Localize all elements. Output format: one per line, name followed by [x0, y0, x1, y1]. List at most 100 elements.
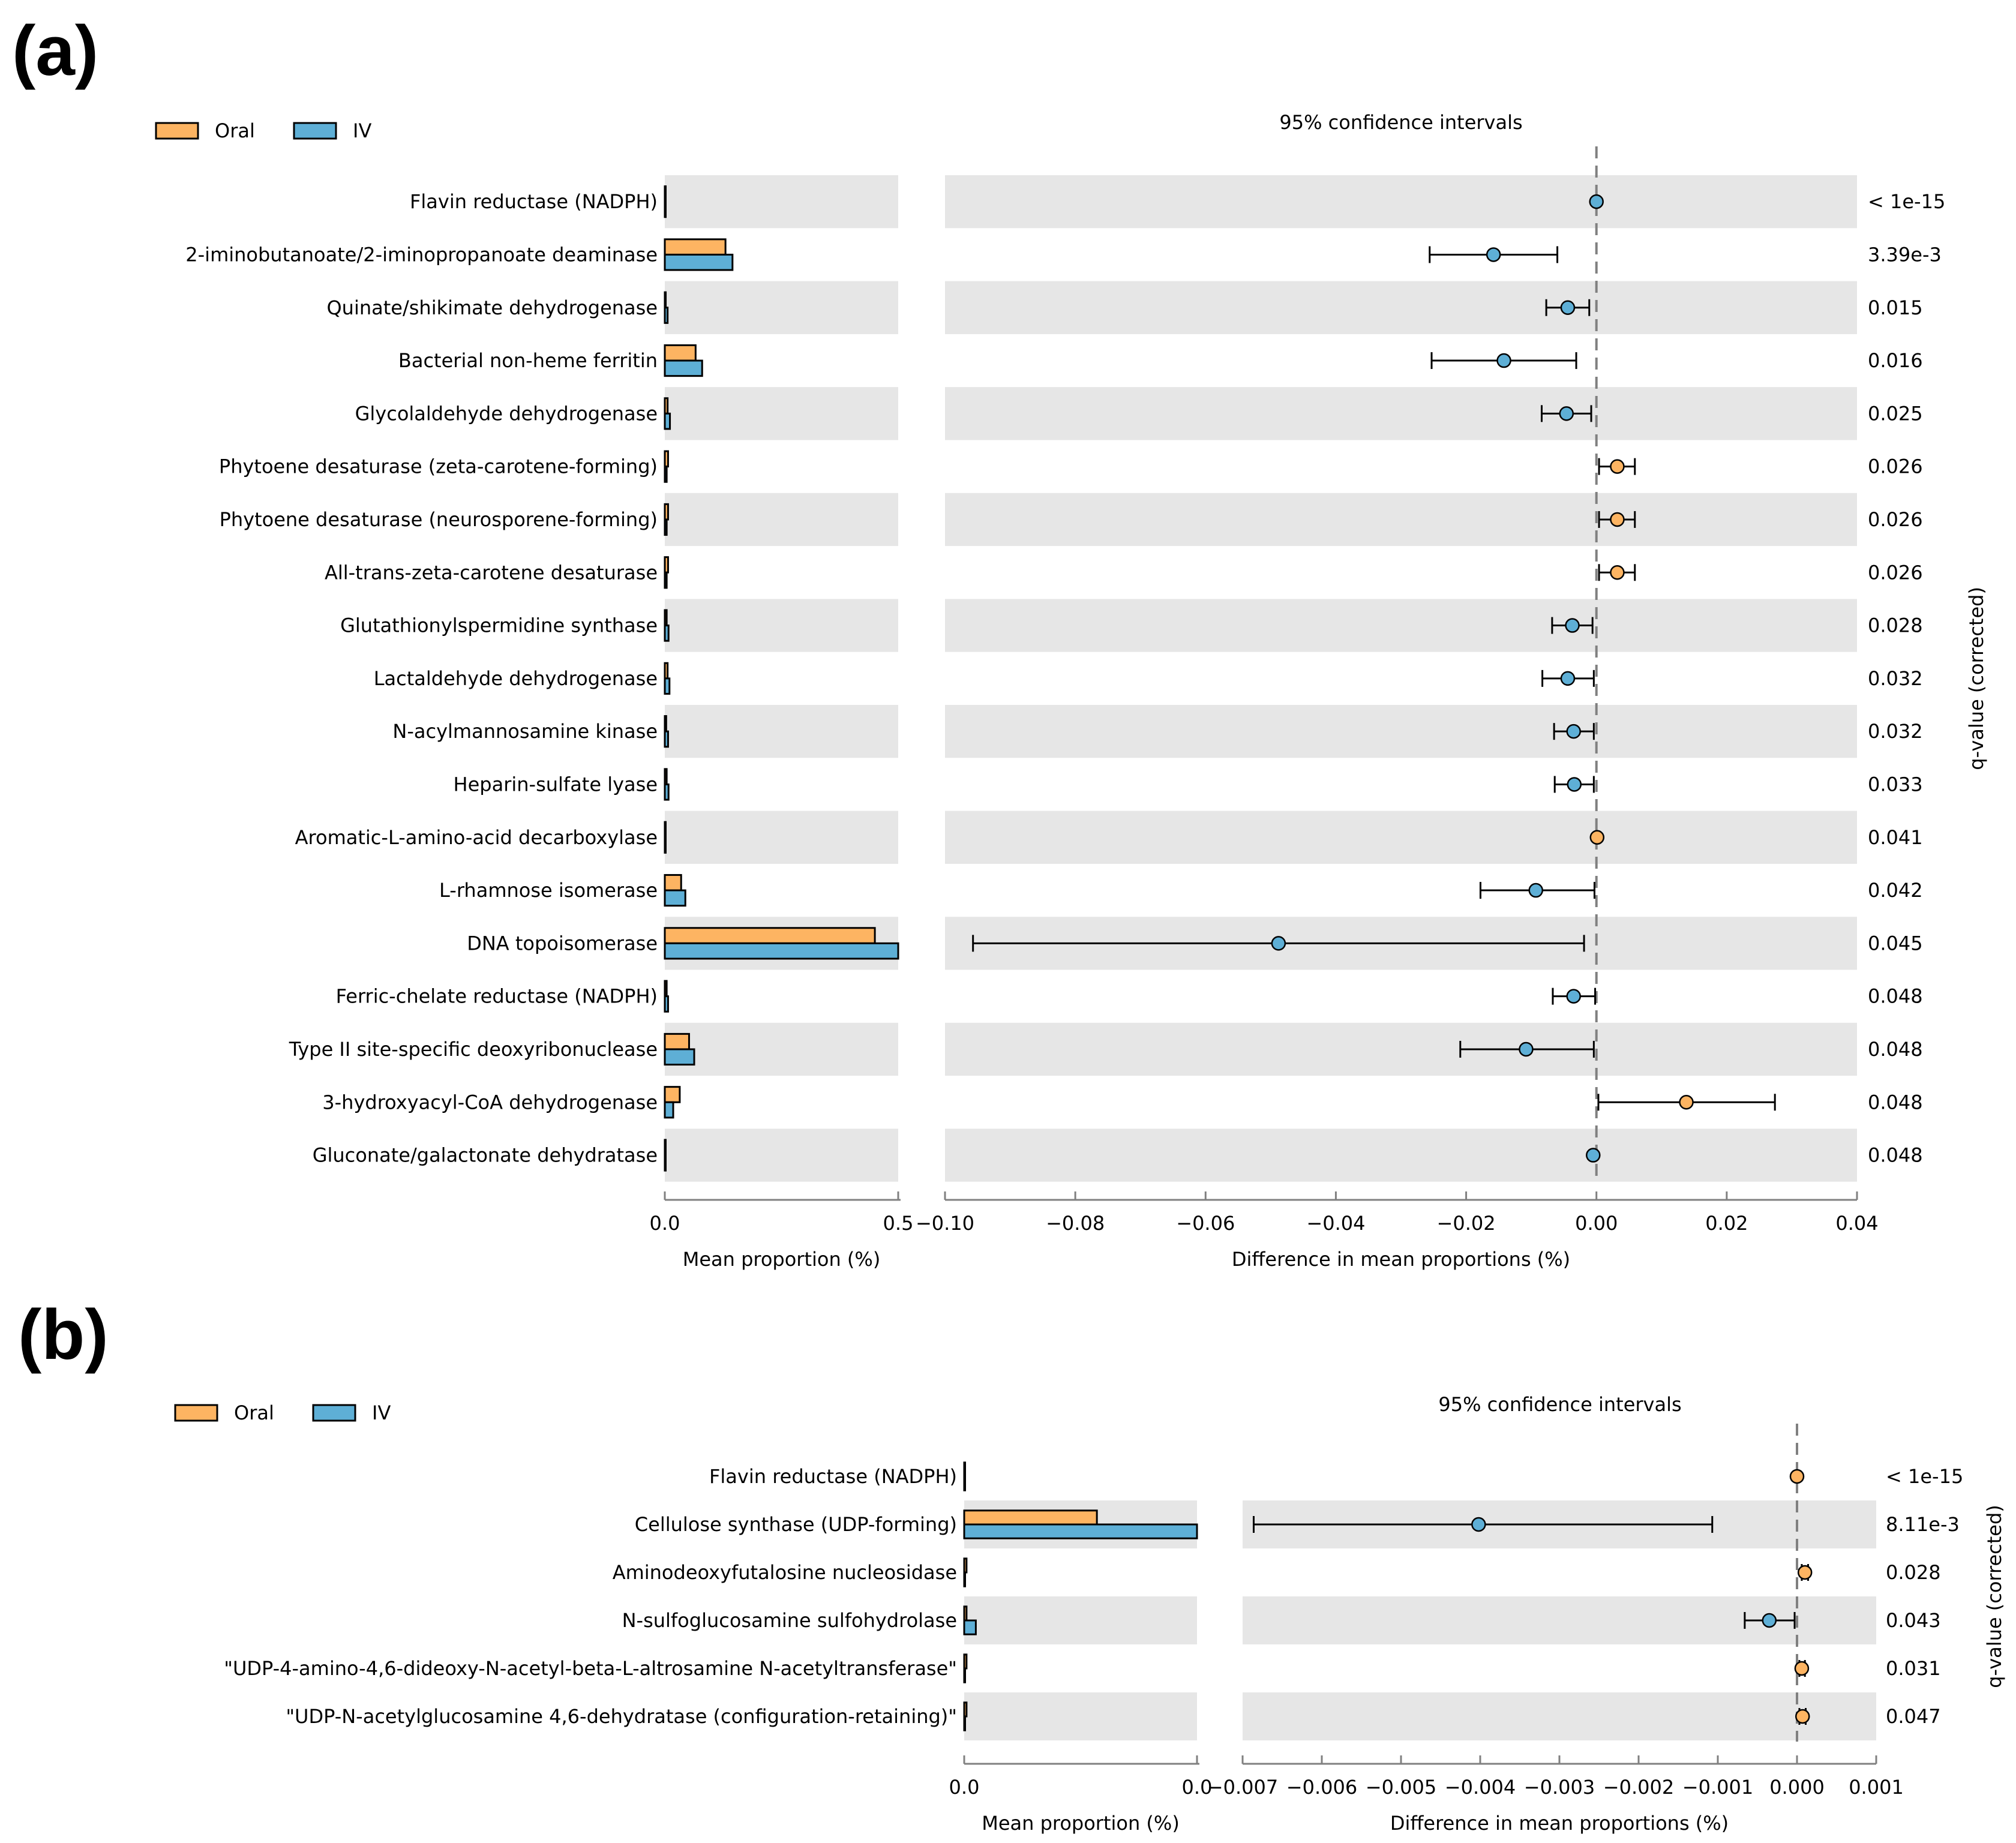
bar-oral	[664, 1086, 681, 1103]
diff-axis-tick-label: −0.004	[1445, 1776, 1516, 1799]
row-label: Bacterial non-heme ferritin	[398, 349, 658, 372]
row-label: Quinate/shikimate dehydrogenase	[326, 296, 658, 319]
diff-point	[1471, 1517, 1486, 1532]
diff-axis-tick-label: −0.02	[1437, 1212, 1496, 1235]
bar-iv	[664, 466, 668, 483]
diff-point	[1586, 1148, 1601, 1163]
legend-label-oral: Oral	[234, 1401, 274, 1424]
row-band-diff	[945, 493, 1857, 547]
row-band-bar	[665, 281, 898, 334]
q-value: 0.028	[1886, 1561, 1941, 1584]
bar-oral	[664, 768, 668, 785]
q-value: 0.025	[1868, 402, 1923, 425]
row-label: Type II site-specific deoxyribonuclease	[289, 1038, 658, 1061]
diff-point	[1679, 1095, 1694, 1110]
bar-iv	[963, 1715, 966, 1731]
diff-point	[1794, 1661, 1810, 1676]
diff-point	[1486, 247, 1501, 262]
bar-iv	[664, 783, 670, 801]
diff-axis-tick-label: −0.10	[916, 1212, 974, 1235]
diff-point	[1795, 1709, 1810, 1724]
bar-oral	[963, 1605, 968, 1622]
bar-oral	[963, 1509, 1098, 1526]
row-label: Aromatic-L-amino-acid decarboxylase	[295, 826, 658, 849]
bar-oral	[664, 450, 669, 468]
row-band-diff	[945, 811, 1857, 864]
bar-iv	[963, 1475, 966, 1491]
diff-axis-tick-label: −0.08	[1046, 1212, 1105, 1235]
row-band-bar	[665, 599, 898, 652]
row-band-bar	[665, 1022, 898, 1076]
bar-axis-tick-label: 0.0	[949, 1776, 980, 1799]
row-label: Lactaldehyde dehydrogenase	[374, 667, 658, 690]
q-value: 0.031	[1886, 1657, 1941, 1680]
row-label: Heparin-sulfate lyase	[454, 773, 658, 796]
bar-iv	[664, 1048, 695, 1066]
row-label: DNA topoisomerase	[467, 932, 658, 954]
bar-iv	[664, 571, 668, 589]
row-label: All-trans-zeta-carotene desaturase	[325, 561, 658, 584]
row-band-diff	[945, 705, 1857, 758]
bar-iv	[664, 307, 669, 324]
row-label: Aminodeoxyfutalosine nucleosidase	[613, 1561, 957, 1584]
row-label: 3-hydroxyacyl-CoA dehydrogenase	[322, 1091, 658, 1113]
bar-oral	[664, 238, 727, 256]
row-label: Gluconate/galactonate dehydratase	[313, 1144, 658, 1167]
diff-point	[1271, 936, 1286, 951]
bar-oral	[664, 715, 667, 733]
legend-swatch-iv	[312, 1404, 356, 1422]
diff-axis-tick-label: −0.005	[1366, 1776, 1436, 1799]
bar-axis-tick-label: 0.0	[1182, 1776, 1213, 1799]
q-value: 0.048	[1868, 1144, 1923, 1167]
diff-axis-tick-label: −0.04	[1306, 1212, 1365, 1235]
q-value: 0.032	[1868, 667, 1923, 690]
panel-a-chart: Oral IV 95% confidence intervals Flavin red…	[155, 111, 1988, 1271]
row-band-bar	[665, 705, 898, 758]
ci-title: 95% confidence intervals	[1279, 111, 1522, 134]
row-band-bar	[665, 811, 898, 864]
bar-oral	[664, 1139, 667, 1157]
q-value: 0.032	[1868, 720, 1923, 743]
bar-oral	[664, 503, 669, 521]
bar-oral	[664, 662, 669, 680]
bar-oral	[963, 1653, 968, 1670]
row-band-diff	[945, 1128, 1857, 1182]
bar-oral	[664, 980, 668, 998]
diff-axis-tick-label: 0.04	[1835, 1212, 1878, 1235]
bar-axis-tick-label: 0.5	[883, 1212, 914, 1235]
bar-oral	[664, 927, 876, 944]
diff-axis-tick-label: −0.002	[1603, 1776, 1674, 1799]
bar-oral	[664, 821, 667, 839]
row-label: Phytoene desaturase (zeta-carotene-formi…	[219, 455, 658, 478]
q-value: 0.026	[1868, 508, 1923, 531]
row-band-diff	[1243, 1692, 1876, 1740]
bar-iv	[664, 942, 899, 960]
q-value: 0.041	[1868, 826, 1923, 849]
bar-iv	[664, 677, 671, 695]
row-band-bar	[665, 175, 898, 229]
q-value: 0.045	[1868, 932, 1923, 954]
row-band-bar	[964, 1596, 1197, 1644]
diff-axis-tick-label: −0.06	[1176, 1212, 1235, 1235]
q-value: < 1e-15	[1868, 190, 1945, 213]
q-value: 0.015	[1868, 296, 1923, 319]
diff-point	[1567, 777, 1582, 792]
diff-axis-tick-label: 0.001	[1849, 1776, 1904, 1799]
panel-label-b: (b)	[18, 1295, 109, 1374]
bar-axis-title: Mean proportion (%)	[683, 1248, 881, 1271]
row-label: Glycolaldehyde dehydrogenase	[355, 402, 658, 425]
legend-label-iv: IV	[372, 1401, 391, 1424]
bar-iv	[963, 1619, 977, 1635]
diff-point	[1610, 459, 1625, 474]
diff-axis-tick-label: 0.00	[1575, 1212, 1618, 1235]
diff-point	[1566, 724, 1581, 739]
row-band-bar	[665, 387, 898, 440]
bar-iv	[664, 1101, 674, 1119]
q-value: 3.39e-3	[1868, 243, 1942, 266]
bar-oral	[664, 874, 682, 892]
diff-point	[1789, 1469, 1805, 1484]
row-label: L-rhamnose isomerase	[439, 879, 658, 902]
diff-point	[1589, 830, 1605, 845]
row-band-diff	[945, 175, 1857, 229]
legend-swatch-oral	[155, 122, 199, 140]
